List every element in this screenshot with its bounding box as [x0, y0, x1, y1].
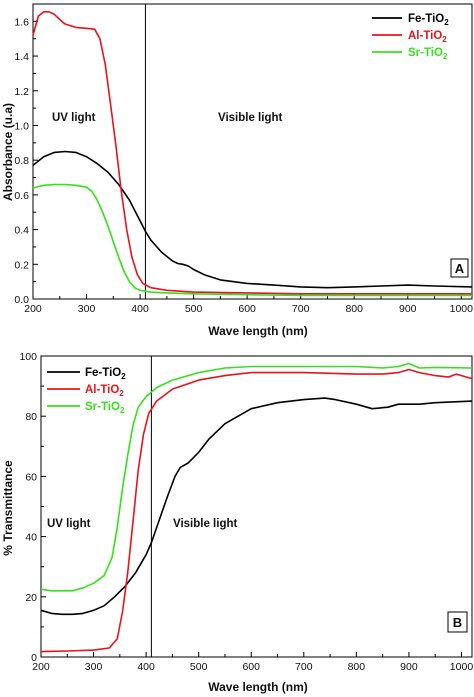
panel-b-tag: B — [453, 615, 462, 630]
panel-b-y-tick-label: 20 — [25, 592, 37, 604]
panel-b-transmittance-chart: 200 300 400 500 600 700 800 900 1000 0 20 40 60 80 10… — [1, 351, 473, 694]
panel-a-x-tick-label: 600 — [238, 303, 256, 315]
panel-a-x-tick-label: 500 — [185, 303, 203, 315]
panel-a-x-axis: 200 300 400 500 600 700 800 900 1000 — [24, 294, 473, 315]
panel-b-x-tick-label: 700 — [295, 661, 313, 673]
panel-a-visible-label: Visible light — [218, 112, 282, 124]
panel-b-series-fe-tio2 — [40, 397, 473, 616]
panel-a-x-tick-label: 700 — [292, 303, 310, 315]
panel-a-x-tick-label: 400 — [131, 303, 149, 315]
panel-a-y-axis: 0.0 0.2 0.4 0.6 0.8 1.0 1.2 1.4 1.6 — [14, 16, 38, 306]
panel-a-y-tick-label: 0.0 — [14, 294, 29, 306]
panel-b-visible-label: Visible light — [173, 518, 237, 530]
panel-b-series-al-tio2 — [40, 368, 473, 653]
panel-b-x-tick-label: 800 — [348, 661, 366, 673]
panel-b-tag-box — [447, 611, 468, 633]
panel-a-legend-label: Fe-TiO2 — [408, 13, 449, 27]
panel-b-x-tick-label: 400 — [137, 661, 155, 673]
panel-a-y-tick-label: 1.0 — [14, 120, 29, 132]
panel-a-x-tick-label: 900 — [399, 303, 417, 315]
panel-a-series-fe-tio2 — [32, 150, 473, 289]
panel-a-series-al-tio2 — [32, 11, 472, 295]
panel-a-x-tick-label: 200 — [24, 303, 42, 315]
panel-a-series-sr-tio2 — [32, 183, 472, 297]
panel-a-legend: Fe-TiO2 Al-TiO2 Sr-TiO2 — [372, 13, 449, 61]
panel-a-y-tick-label: 1.2 — [14, 86, 29, 98]
panel-b-x-tick-label: 900 — [400, 661, 418, 673]
panel-b-legend-label: Al-TiO2 — [85, 384, 124, 398]
panel-b-x-tick-label: 300 — [85, 661, 103, 673]
panel-b-legend: Fe-TiO2 Al-TiO2 Sr-TiO2 — [47, 367, 126, 415]
panel-a-tag: A — [455, 261, 465, 276]
panel-b-y-tick-label: 60 — [25, 471, 37, 483]
panel-a-y-tick-label: 0.4 — [14, 225, 29, 237]
panel-b-uv-label: UV light — [47, 518, 91, 530]
panel-a-y-axis-label: Absorbance (u.a) — [1, 103, 15, 201]
panel-a-x-tick-label: 1000 — [450, 303, 474, 315]
panel-b-y-tick-label: 80 — [25, 411, 37, 423]
panel-b-series-sr-tio2 — [40, 362, 473, 592]
panel-a-series-group — [32, 11, 473, 297]
panel-b-y-tick-label: 0 — [31, 652, 37, 664]
panel-a-y-tick-label: 0.8 — [14, 155, 29, 167]
panel-b-legend-label: Fe-TiO2 — [85, 367, 126, 381]
panel-a-tag-box — [450, 258, 469, 278]
panel-b-legend-label: Sr-TiO2 — [85, 401, 125, 415]
panel-b-y-axis-label: % Transmittance — [1, 460, 15, 556]
panel-a-y-tick-label: 1.6 — [14, 16, 29, 28]
panel-a-x-axis-label: Wave length (nm) — [208, 324, 308, 338]
panel-a-x-tick-label: 300 — [78, 303, 96, 315]
panel-b-series-group — [40, 362, 473, 653]
panel-b-x-tick-label: 500 — [190, 661, 208, 673]
panel-a-uv-label: UV light — [52, 112, 96, 124]
panel-b-x-tick-label: 1000 — [450, 661, 474, 673]
panel-b-x-axis-label: Wave length (nm) — [208, 680, 308, 694]
panel-a-legend-label: Al-TiO2 — [408, 30, 447, 44]
panel-a-legend-label: Sr-TiO2 — [408, 47, 448, 61]
panel-a-y-tick-label: 0.2 — [14, 259, 29, 271]
panel-b-y-tick-label: 40 — [25, 532, 37, 544]
panel-a-x-tick-label: 800 — [345, 303, 363, 315]
panel-b-x-tick-label: 200 — [32, 661, 50, 673]
panel-a-plot-frame — [32, 3, 473, 300]
panel-a-y-tick-label: 0.6 — [14, 190, 29, 202]
panel-a-y-tick-label: 1.4 — [14, 51, 29, 63]
panel-b-x-tick-label: 600 — [242, 661, 260, 673]
panel-a-absorbance-chart: 200 300 400 500 600 700 800 900 1000 0.00.20.40.… — [1, 3, 473, 338]
panel-b-y-tick-label: 100 — [19, 351, 37, 363]
panel-b-x-axis: 200 300 400 500 600 700 800 900 1000 — [32, 652, 473, 673]
panel-b-y-axis: 0 20 40 60 80 100 — [19, 351, 46, 664]
